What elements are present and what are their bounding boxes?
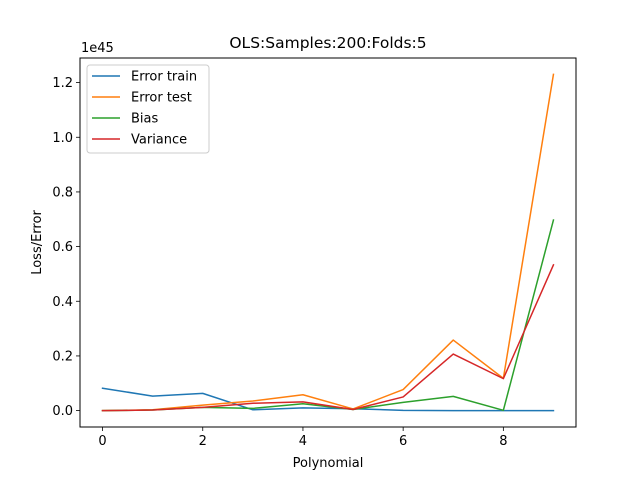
x-tick-label: 0 <box>98 434 106 449</box>
y-tick-label: 0.6 <box>52 240 73 255</box>
y-axis-label: Loss/Error <box>30 210 45 275</box>
x-tick-label: 8 <box>499 434 507 449</box>
legend-label-bias: Bias <box>131 112 158 127</box>
plot-area-frame <box>79 57 577 428</box>
legend: Error train Error test Bias Variance <box>86 64 210 154</box>
legend-box <box>86 64 210 154</box>
x-axis: 0 2 4 6 8 <box>98 427 507 449</box>
series-line-bias <box>101 219 555 412</box>
y-tick-label: 0.4 <box>52 295 73 310</box>
y-axis-scale-label: 1e45 <box>81 41 114 56</box>
y-tick-label: 1.0 <box>52 131 73 146</box>
series-layer <box>101 73 555 412</box>
series-line-variance <box>101 263 555 412</box>
legend-label-variance: Variance <box>131 133 187 148</box>
chart-title: OLS:Samples:200:Folds:5 <box>229 34 426 52</box>
y-tick-label: 0.8 <box>52 185 73 200</box>
series-line-error-train <box>101 387 555 412</box>
y-tick-label: 1.2 <box>52 76 73 91</box>
x-tick-label: 4 <box>299 434 307 449</box>
y-axis: 0.0 0.2 0.4 0.6 0.8 1.0 1.2 <box>52 76 80 419</box>
x-tick-label: 6 <box>399 434 407 449</box>
y-tick-label: 0.0 <box>52 404 73 419</box>
series-line-error-test <box>101 73 555 412</box>
x-axis-label: Polynomial <box>293 456 364 471</box>
y-tick-label: 0.2 <box>52 349 73 364</box>
legend-label-error-train: Error train <box>131 70 197 85</box>
x-tick-label: 2 <box>199 434 207 449</box>
legend-label-error-test: Error test <box>131 91 192 106</box>
